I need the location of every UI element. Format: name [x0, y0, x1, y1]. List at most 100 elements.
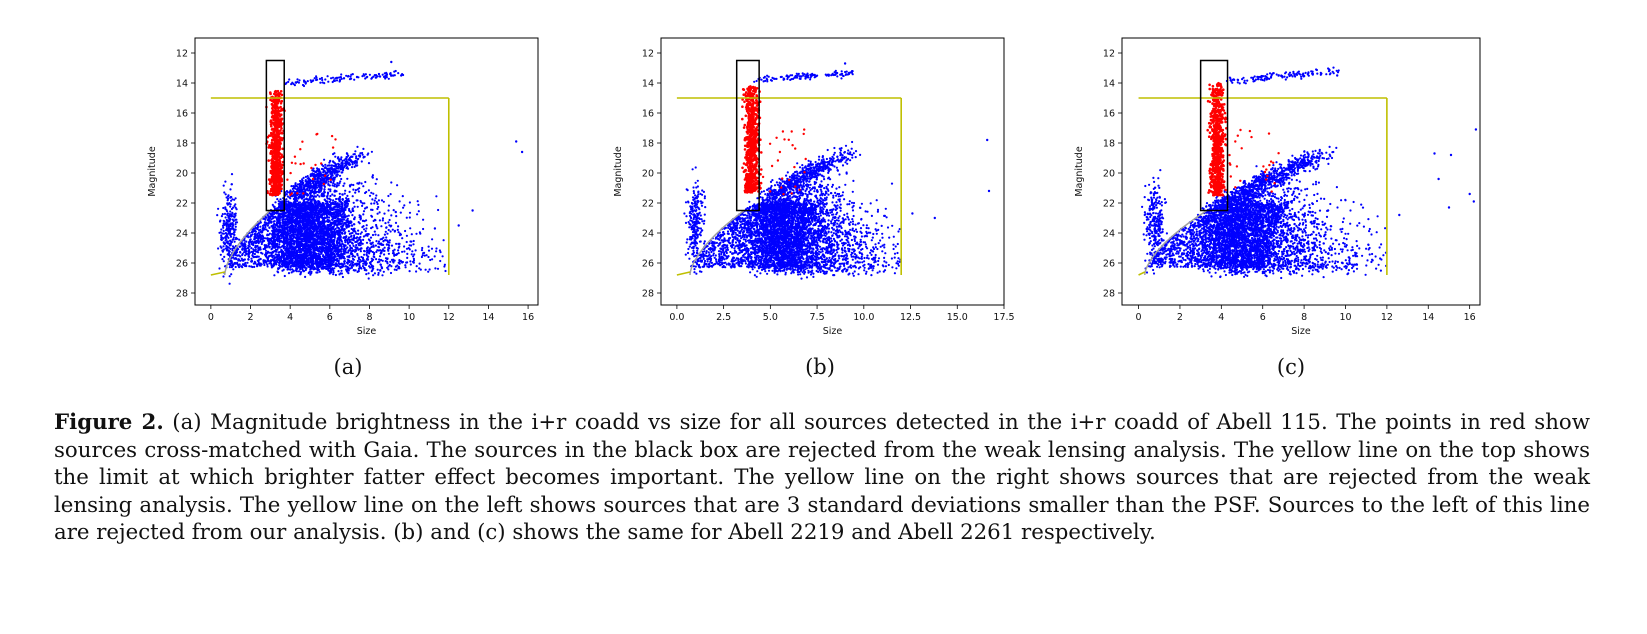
galaxy-point [334, 227, 337, 230]
galaxy-point [330, 241, 333, 244]
galaxy-point [295, 237, 298, 240]
galaxy-point [296, 213, 299, 216]
galaxy-point [289, 204, 292, 208]
galaxy-point [384, 260, 387, 263]
galaxy-point [280, 235, 283, 238]
galaxy-point [346, 153, 349, 156]
galaxy-point [433, 255, 436, 258]
galaxy-point [419, 268, 422, 271]
galaxy-point [408, 270, 411, 273]
galaxy-point [355, 244, 358, 247]
galaxy-point [341, 218, 344, 221]
galaxy-point [409, 227, 412, 230]
galaxy-point [386, 239, 389, 242]
galaxy-point [280, 215, 283, 219]
galaxy-point [284, 252, 287, 255]
galaxy-point [362, 210, 366, 213]
galaxy-point [406, 256, 409, 259]
galaxy-point [315, 217, 318, 221]
galaxy-point [337, 248, 340, 251]
galaxy-point [343, 257, 346, 260]
galaxy-point [401, 260, 404, 264]
galaxy-point [322, 262, 325, 265]
galaxy-point [373, 272, 376, 275]
galaxy-point [419, 232, 422, 235]
galaxy-point [338, 263, 341, 266]
galaxy-point [287, 272, 291, 275]
galaxy-point [390, 214, 393, 217]
galaxy-point [287, 200, 290, 203]
galaxy-point [331, 267, 334, 270]
galaxy-point [297, 215, 300, 218]
galaxy-point [389, 271, 393, 275]
galaxy-point [304, 189, 307, 193]
galaxy-point [292, 194, 295, 197]
galaxy-point [332, 176, 335, 179]
galaxy-point [307, 193, 310, 197]
galaxy-point [403, 250, 406, 253]
galaxy-point [328, 235, 331, 238]
galaxy-point [248, 255, 251, 259]
galaxy-point [357, 190, 360, 193]
galaxy-point [376, 268, 379, 271]
galaxy-point [353, 234, 356, 237]
galaxy-point [350, 220, 353, 223]
galaxy-point [335, 190, 338, 193]
galaxy-point [321, 174, 324, 177]
galaxy-point [360, 231, 363, 234]
galaxy-point [387, 252, 390, 255]
galaxy-point [336, 173, 339, 176]
galaxy-point [319, 205, 322, 208]
galaxy-point [355, 232, 358, 235]
galaxy-point [280, 224, 283, 227]
galaxy-point [262, 228, 265, 231]
galaxy-point [362, 213, 365, 216]
galaxy-point [274, 226, 277, 229]
galaxy-point [379, 252, 382, 255]
galaxy-point [373, 230, 376, 233]
galaxy-point [360, 201, 363, 204]
galaxy-point [300, 196, 303, 199]
galaxy-point [431, 238, 434, 241]
galaxy-point [356, 236, 359, 239]
galaxy-point [377, 249, 380, 252]
galaxy-point [299, 272, 302, 275]
galaxy-point [347, 230, 350, 233]
galaxy-point [316, 249, 319, 252]
galaxy-point [396, 264, 399, 267]
galaxy-point [396, 184, 399, 187]
galaxy-point [424, 268, 427, 271]
galaxy-point [336, 182, 339, 185]
galaxy-point [387, 221, 390, 224]
galaxy-point [377, 240, 381, 243]
galaxy-point [288, 222, 291, 225]
galaxy-point [334, 155, 337, 158]
galaxy-point [250, 250, 253, 253]
galaxy-point [362, 219, 365, 222]
galaxy-point [352, 183, 355, 187]
galaxy-point [277, 245, 280, 248]
galaxy-point [285, 208, 288, 211]
galaxy-point [272, 258, 275, 261]
galaxy-point [322, 233, 325, 236]
galaxy-point [367, 255, 370, 258]
galaxy-point [300, 212, 303, 215]
galaxy-point [339, 257, 342, 260]
galaxy-point [326, 191, 330, 194]
galaxy-point [313, 209, 316, 212]
galaxy-point [331, 193, 334, 196]
galaxy-point [328, 210, 331, 213]
galaxy-point [300, 180, 304, 183]
galaxy-point [288, 256, 292, 259]
galaxy-point [280, 263, 283, 266]
galaxy-point [359, 250, 362, 253]
galaxy-point [319, 172, 322, 175]
galaxy-point [398, 200, 401, 203]
galaxy-point [362, 266, 366, 269]
galaxy-point [342, 236, 345, 239]
galaxy-point [248, 240, 251, 243]
galaxy-point [334, 233, 337, 236]
galaxy-point [351, 163, 354, 166]
galaxy-point [413, 253, 416, 256]
galaxy-point [355, 155, 358, 158]
